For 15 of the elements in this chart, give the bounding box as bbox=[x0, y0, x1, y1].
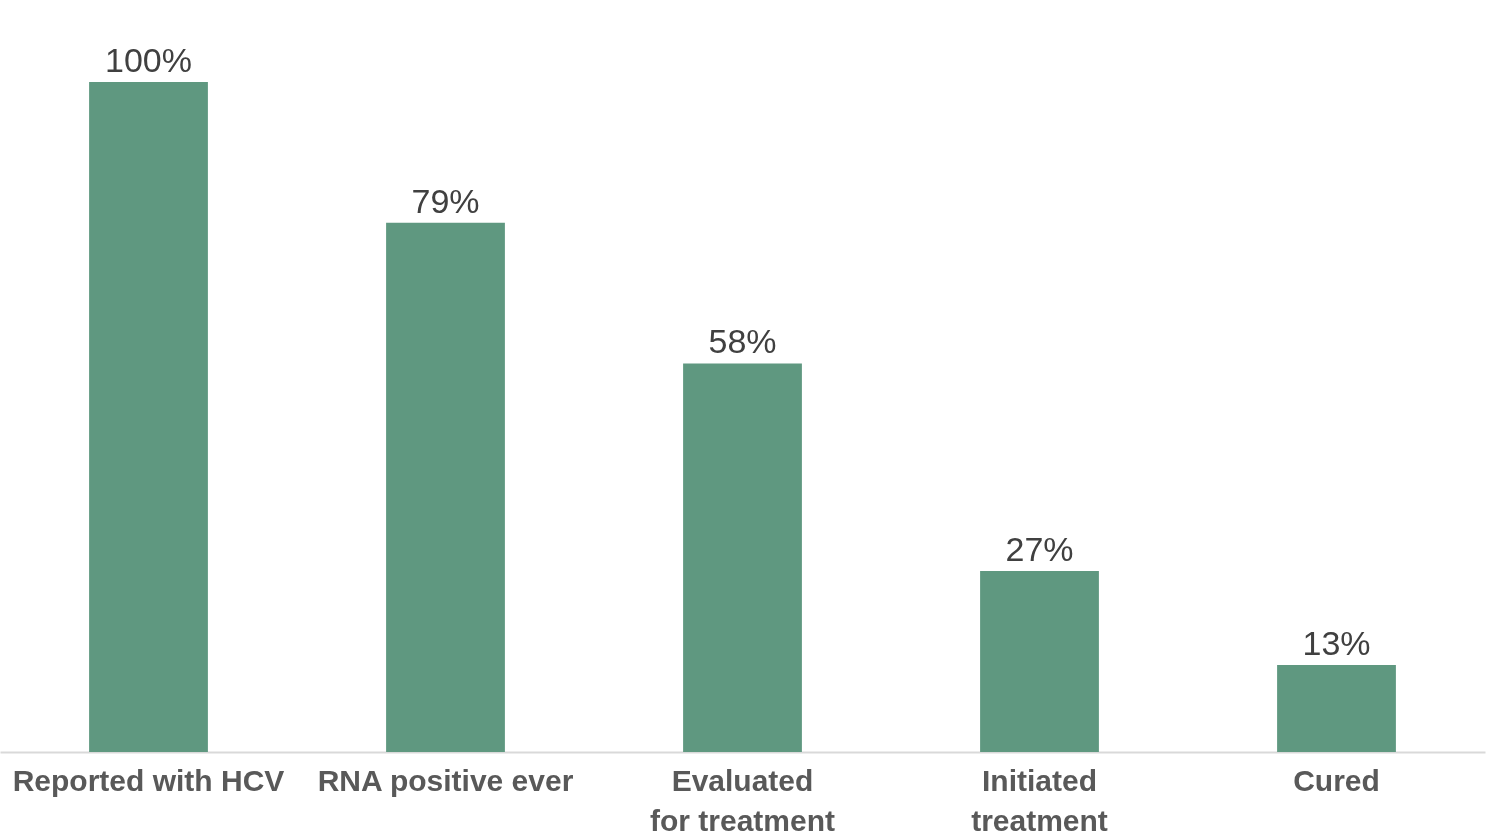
bar bbox=[386, 222, 505, 752]
data-label: 13% bbox=[1302, 623, 1371, 662]
data-label: 27% bbox=[1005, 530, 1074, 569]
bar bbox=[89, 82, 208, 752]
x-tick-label: Initiated treatment bbox=[971, 763, 1108, 837]
bar bbox=[683, 363, 802, 752]
data-label: 58% bbox=[708, 322, 777, 361]
x-tick-label: Reported with HCV bbox=[12, 763, 285, 797]
bar bbox=[980, 571, 1099, 752]
data-label: 100% bbox=[105, 41, 192, 79]
bar bbox=[1277, 664, 1396, 752]
x-tick-label: RNA positive ever bbox=[317, 763, 574, 797]
x-tick-label: Evaluated for treatment bbox=[649, 763, 836, 837]
data-label: 79% bbox=[411, 181, 480, 220]
x-tick-label: Cured bbox=[1293, 763, 1380, 797]
